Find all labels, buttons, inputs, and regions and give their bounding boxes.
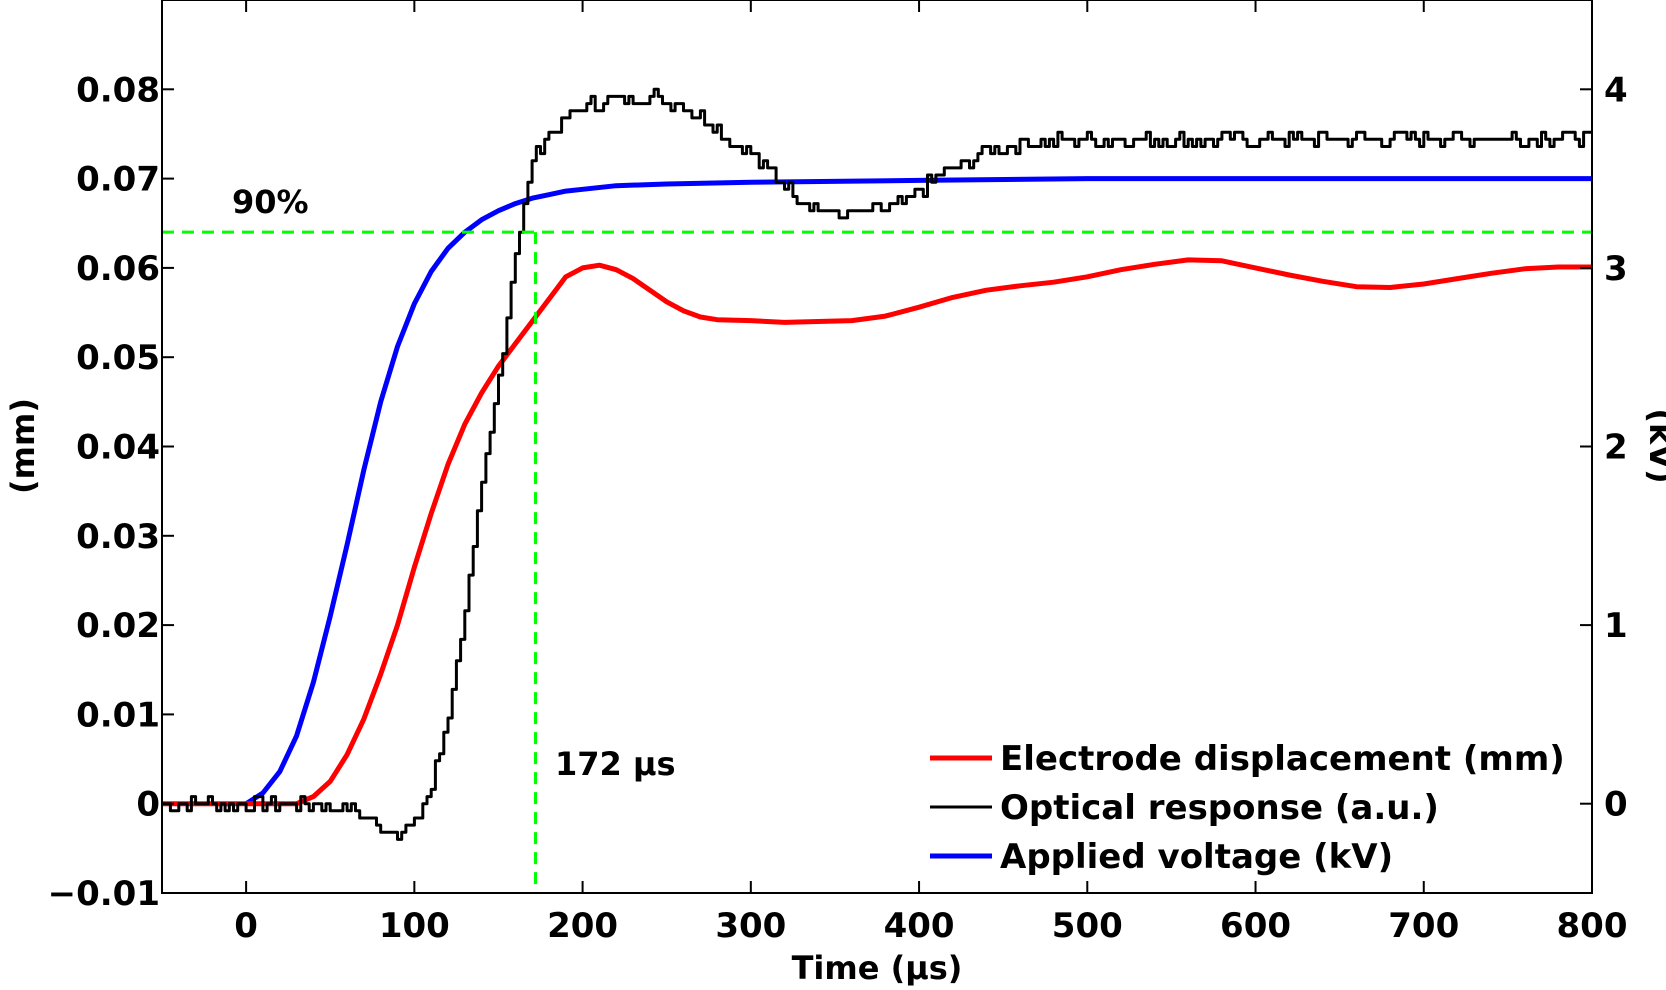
y-left-tick-label: 0.08 [76, 70, 160, 110]
percent-annotation: 90% [232, 183, 309, 221]
y-left-tick-label: 0.06 [76, 249, 160, 289]
y-axis-label-right: (kV) [1642, 408, 1666, 483]
time-annotation: 172 μs [555, 745, 676, 783]
legend-label-displacement: Electrode displacement (mm) [1000, 739, 1565, 779]
series-line-2 [244, 176, 1592, 806]
x-tick-label: 200 [547, 906, 618, 946]
series-line-0 [162, 257, 1592, 807]
y-left-tick-label: 0.03 [76, 517, 160, 557]
series-line-1 [162, 87, 1592, 841]
y-right-tick-label: 0 [1604, 785, 1628, 825]
series-lines [162, 87, 1592, 841]
x-tick-label: 600 [1220, 906, 1291, 946]
x-tick-label: 500 [1052, 906, 1123, 946]
x-axis-label: Time (μs) [792, 949, 963, 987]
y-right-tick-label: 3 [1604, 249, 1628, 289]
y-left-tick-label: 0 [136, 785, 160, 825]
reference-lines [162, 230, 1592, 893]
axis-ticks: 0 100 200 300 400 500 600 700 800 −0.01 0 0.01 0.02 0… [48, 0, 1628, 946]
y-left-tick-label: 0.05 [76, 338, 160, 378]
y-left-tick-label: −0.01 [48, 874, 160, 914]
legend: Electrode displacement (mm) Optical resp… [930, 739, 1565, 877]
y-right-tick-label: 2 [1604, 428, 1628, 468]
legend-label-voltage: Applied voltage (kV) [1000, 837, 1393, 877]
x-tick-label: 100 [379, 906, 450, 946]
y-left-tick-label: 0.04 [76, 428, 160, 468]
x-tick-label: 700 [1388, 906, 1459, 946]
x-tick-label: 800 [1557, 906, 1628, 946]
y-axis-label-left: (mm) [4, 398, 42, 494]
y-left-tick-label: 0.07 [76, 160, 160, 200]
y-left-tick-label: 0.02 [76, 606, 160, 646]
x-tick-label: 400 [884, 906, 955, 946]
x-tick-label: 300 [715, 906, 786, 946]
legend-label-optical: Optical response (a.u.) [1000, 788, 1439, 828]
y-right-tick-label: 4 [1604, 70, 1628, 110]
y-right-tick-label: 1 [1604, 606, 1628, 646]
y-left-tick-label: 0.01 [76, 695, 160, 735]
x-tick-label: 0 [234, 906, 258, 946]
